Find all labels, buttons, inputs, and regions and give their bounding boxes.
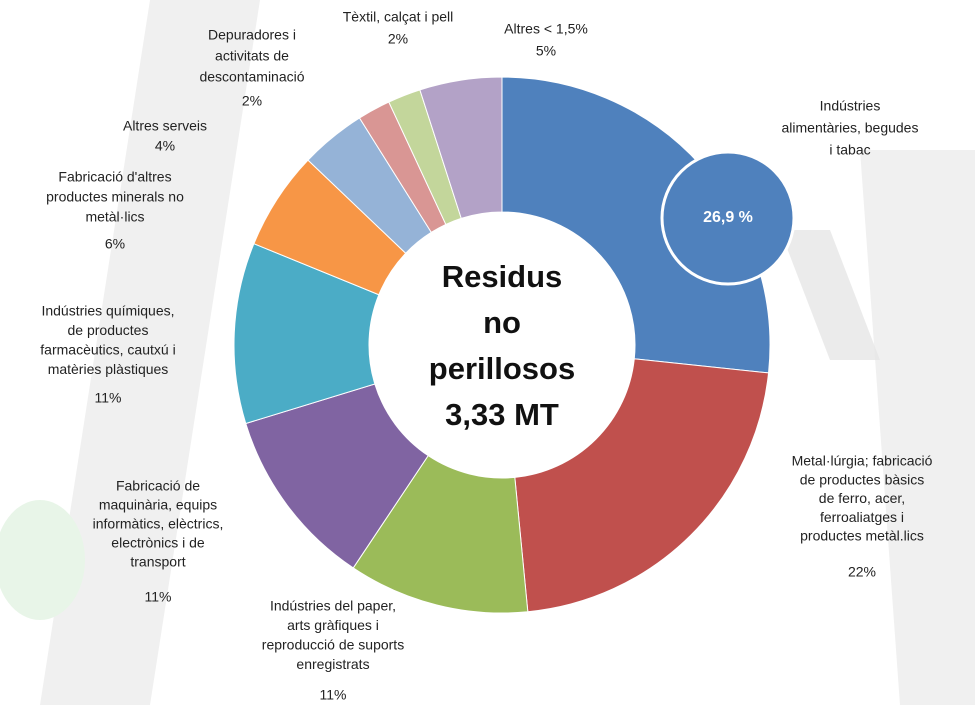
category-label: productes metàl.lics (800, 528, 924, 544)
category-label: i tabac (829, 142, 870, 158)
category-label: activitats de (215, 48, 289, 64)
category-label: metàl·lics (85, 209, 144, 225)
category-label: reproducció de suports (262, 637, 404, 653)
value-label: 22% (848, 564, 876, 580)
category-label: Fabricació de (116, 478, 200, 494)
center-text: 3,33 MT (445, 397, 559, 432)
category-label: Altres < 1,5% (504, 21, 588, 37)
category-label: alimentàries, begudes (782, 120, 919, 136)
value-label: 11% (145, 589, 172, 605)
category-label: informàtics, elèctrics, (93, 516, 224, 532)
value-label: 5% (536, 43, 556, 59)
value-label: 4% (155, 138, 175, 154)
category-label: matèries plàstiques (48, 361, 169, 377)
center-hole (369, 212, 635, 478)
category-label: enregistrats (296, 656, 369, 672)
category-label: Fabricació d'altres (58, 169, 171, 185)
center-text: perillosos (429, 351, 575, 386)
category-label: Indústries químiques, (41, 303, 174, 319)
category-label: Depuradores i (208, 27, 296, 43)
category-label: Altres serveis (123, 118, 207, 134)
category-label: electrònics i de (111, 535, 205, 551)
category-label: Indústries (820, 98, 881, 114)
value-label: 6% (105, 236, 125, 252)
center-text: Residus (442, 259, 563, 294)
category-label: Indústries del paper, (270, 598, 396, 614)
center-text: no (483, 305, 521, 340)
value-label: 2% (388, 31, 408, 47)
category-label: Metal·lúrgia; fabricació (792, 453, 933, 469)
value-label: 11% (320, 687, 347, 703)
category-label: de productes (68, 322, 149, 338)
value-badge (660, 150, 796, 286)
value-label: 11% (95, 390, 122, 406)
value-label: 2% (242, 93, 262, 109)
value-label: 26,9 % (703, 209, 753, 226)
category-label: farmacèutics, cautxú i (40, 342, 175, 358)
category-label: maquinària, equips (99, 497, 217, 513)
category-label: productes minerals no (46, 189, 184, 205)
category-label: ferroaliatges i (820, 509, 904, 525)
category-label: descontaminació (199, 69, 304, 85)
category-label: de ferro, acer, (819, 490, 905, 506)
category-label: de productes bàsics (800, 471, 925, 487)
category-label: transport (130, 554, 185, 570)
category-label: Tèxtil, calçat i pell (343, 9, 453, 25)
category-label: arts gràfiques i (287, 617, 379, 633)
